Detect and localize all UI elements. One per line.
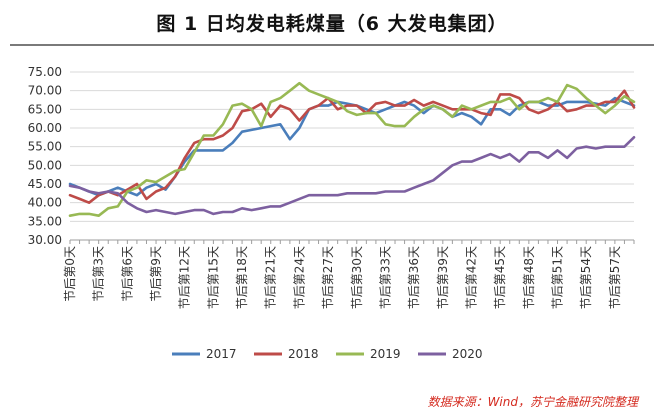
legend-item-2018: 2018 bbox=[254, 347, 319, 361]
x-tick-label: 节后第15天 bbox=[206, 246, 220, 309]
x-tick-label: 节后第33天 bbox=[378, 246, 392, 309]
legend-item-2019: 2019 bbox=[336, 347, 401, 361]
x-tick-label: 节后第51天 bbox=[551, 246, 565, 309]
series-layer bbox=[68, 81, 636, 217]
x-tick-label: 节后第54天 bbox=[579, 246, 593, 309]
x-tick-label: 节后第30天 bbox=[350, 246, 364, 309]
y-tick-label: 30.00 bbox=[28, 233, 62, 247]
y-tick-label: 50.00 bbox=[28, 158, 62, 172]
x-tick-label: 节后第0天 bbox=[63, 246, 77, 302]
legend-label: 2017 bbox=[206, 347, 237, 361]
y-tick-label: 65.00 bbox=[28, 102, 62, 116]
x-tick-label: 节后第9天 bbox=[149, 246, 163, 302]
y-tick-label: 75.00 bbox=[28, 65, 62, 79]
chart-title: 图 1 日均发电耗煤量（6 大发电集团） bbox=[156, 12, 508, 35]
x-tick-label: 节后第18天 bbox=[235, 246, 249, 309]
x-tick-label: 节后第12天 bbox=[178, 246, 192, 309]
legend-item-2017: 2017 bbox=[172, 347, 237, 361]
axis-layer: 30.00 35.00 40.00 45.00 50.00 55.00 60.00 65.00… bbox=[28, 65, 635, 309]
series-line-2020 bbox=[68, 136, 636, 216]
legend-label: 2018 bbox=[288, 347, 319, 361]
x-tick-label: 节后第36天 bbox=[407, 246, 421, 309]
x-tick-label: 节后第39天 bbox=[436, 246, 450, 309]
legend-label: 2019 bbox=[370, 347, 401, 361]
y-tick-label: 40.00 bbox=[28, 196, 62, 210]
legend-item-2020: 2020 bbox=[418, 347, 483, 361]
y-tick-label: 60.00 bbox=[28, 121, 62, 135]
x-tick-label: 节后第21天 bbox=[264, 246, 278, 309]
x-tick-label: 节后第27天 bbox=[321, 246, 335, 309]
x-tick-label: 节后第45天 bbox=[493, 246, 507, 309]
legend: 2017 2018 2019 2020 bbox=[172, 347, 483, 361]
y-tick-label: 35.00 bbox=[28, 214, 62, 228]
x-tick-label: 节后第57天 bbox=[608, 246, 622, 309]
series-line-2018 bbox=[68, 89, 636, 204]
x-tick-label: 节后第42天 bbox=[464, 246, 478, 309]
x-tick-label: 节后第24天 bbox=[292, 246, 306, 309]
y-tick-label: 55.00 bbox=[28, 140, 62, 154]
y-tick-label: 70.00 bbox=[28, 84, 62, 98]
data-source-note: 数据来源：Wind，苏宁金融研究院整理 bbox=[427, 395, 638, 409]
series-line-2019 bbox=[68, 81, 636, 217]
y-tick-label: 45.00 bbox=[28, 177, 62, 191]
title-bar: 图 1 日均发电耗煤量（6 大发电集团） bbox=[0, 0, 664, 44]
x-tick-label: 节后第6天 bbox=[120, 246, 134, 302]
x-tick-label: 节后第48天 bbox=[522, 246, 536, 309]
title-divider bbox=[10, 44, 654, 46]
x-tick-label: 节后第3天 bbox=[92, 246, 106, 302]
legend-label: 2020 bbox=[452, 347, 483, 361]
